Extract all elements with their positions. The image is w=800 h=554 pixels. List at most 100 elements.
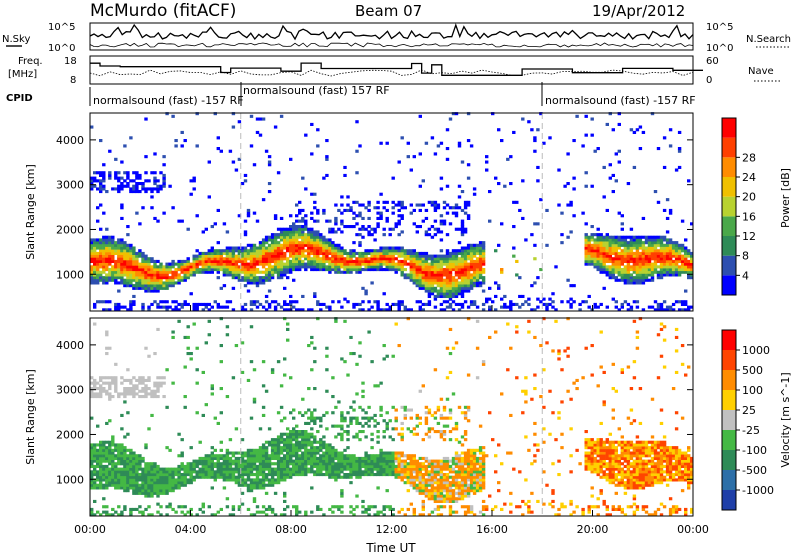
- power-cell: [216, 208, 220, 212]
- vel-cell: [228, 462, 233, 466]
- power-cell: [617, 273, 621, 277]
- power-cell: [400, 230, 404, 234]
- power-cell: [355, 257, 359, 261]
- vel-cell: [96, 473, 100, 477]
- power-cell: [276, 246, 281, 250]
- power-cell: [168, 276, 172, 280]
- power-cell: [295, 259, 299, 263]
- power-cell: [355, 268, 359, 272]
- power-cell: [445, 278, 450, 282]
- power-cell: [478, 284, 483, 288]
- power-cell: [403, 257, 407, 261]
- vel-cell: [96, 392, 100, 396]
- vel-cell: [370, 464, 374, 468]
- vel-cell: [301, 473, 305, 477]
- power-cell: [355, 251, 359, 255]
- power-cell: [129, 273, 133, 277]
- power-cell: [292, 300, 296, 304]
- vel-cell: [159, 486, 163, 490]
- power-cell: [258, 117, 263, 121]
- power-cell: [481, 281, 486, 285]
- power-cell: [466, 276, 471, 280]
- vel-cell: [102, 470, 106, 474]
- vel-cell: [147, 464, 151, 468]
- power-cell: [343, 208, 347, 212]
- vel-cell: [307, 435, 311, 439]
- power-cell: [156, 276, 160, 280]
- vel-cell: [367, 419, 371, 423]
- power-cell: [632, 278, 637, 282]
- vel-cell: [108, 392, 112, 396]
- power-cell: [653, 235, 658, 239]
- power-cell: [421, 254, 425, 258]
- power-cell: [457, 184, 462, 188]
- power-cell: [527, 120, 531, 124]
- power-cell: [415, 225, 419, 229]
- vel-cell: [90, 462, 94, 466]
- power-cell: [180, 262, 184, 266]
- vel-cell: [141, 395, 145, 399]
- vel-cell: [195, 513, 199, 517]
- power-cell: [460, 292, 465, 296]
- power-cell: [572, 300, 576, 304]
- vel-cell: [201, 510, 205, 514]
- vel-cell: [165, 489, 169, 493]
- power-cell: [472, 265, 477, 269]
- power-cell: [415, 270, 419, 274]
- vel-cell: [313, 419, 317, 423]
- power-cell: [120, 249, 124, 253]
- power-cell: [126, 276, 130, 280]
- power-cell: [234, 249, 239, 253]
- vel-cell: [213, 478, 217, 482]
- power-cell: [319, 268, 323, 272]
- vel-cell: [129, 392, 133, 396]
- vel-cell: [129, 510, 133, 514]
- vel-cell: [138, 459, 142, 463]
- power-cell: [677, 147, 682, 151]
- power-cell: [421, 308, 425, 312]
- power-cell: [198, 257, 202, 261]
- vel-cell: [382, 470, 386, 474]
- power-cell: [114, 241, 118, 245]
- vel-cell: [99, 395, 103, 399]
- power-cell: [298, 254, 302, 258]
- power-cell: [512, 130, 516, 134]
- power-cell: [219, 149, 223, 153]
- vel-cell: [135, 491, 139, 495]
- power-cell: [478, 276, 483, 280]
- power-cell: [156, 284, 160, 288]
- vel-cell: [231, 467, 236, 471]
- power-cell: [298, 235, 302, 239]
- power-cell: [469, 278, 474, 282]
- power-cell: [638, 238, 643, 242]
- power-cell: [599, 241, 603, 245]
- vel-cell: [289, 459, 293, 463]
- power-cell: [677, 165, 682, 169]
- vel-cell: [207, 333, 211, 337]
- power-cell: [644, 273, 649, 277]
- vel-cell: [334, 467, 338, 471]
- power-cell: [512, 200, 516, 204]
- power-cell: [418, 278, 422, 282]
- power-cell: [96, 187, 100, 191]
- vel-cell: [123, 448, 127, 452]
- power-cell: [231, 273, 236, 277]
- power-cell: [671, 246, 676, 250]
- vel-cell: [132, 451, 136, 455]
- power-cell: [451, 211, 456, 215]
- power-cell: [144, 259, 148, 263]
- vel-cell: [270, 481, 275, 485]
- power-cell: [560, 233, 564, 237]
- power-cell: [171, 284, 175, 288]
- power-cell: [460, 219, 465, 223]
- power-cell: [150, 195, 154, 199]
- vel-cell: [156, 327, 160, 331]
- power-cell: [584, 246, 588, 250]
- vel-cell: [376, 470, 380, 474]
- power-cell: [533, 149, 537, 153]
- power-cell: [126, 233, 130, 237]
- power-cell: [270, 235, 275, 239]
- power-cell: [304, 133, 308, 137]
- power-cell: [481, 257, 486, 261]
- power-cell: [147, 179, 151, 183]
